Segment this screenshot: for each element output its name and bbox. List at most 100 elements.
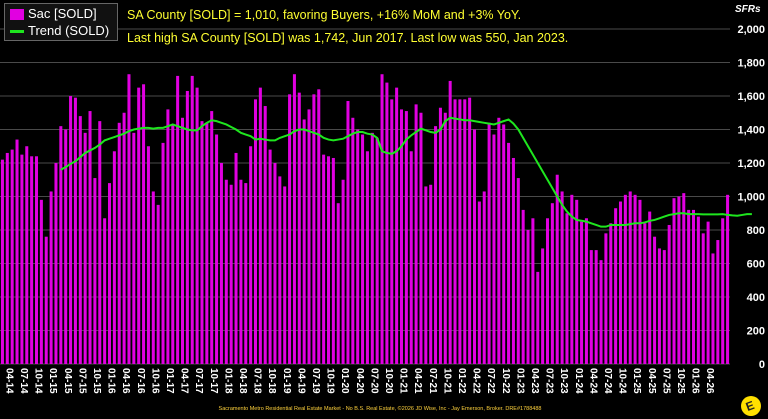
bar <box>594 250 598 364</box>
bar <box>180 117 185 364</box>
x-tick-label: 04-19 <box>295 368 306 394</box>
x-tick-label: 10-21 <box>441 368 452 394</box>
bar <box>20 154 24 365</box>
legend-label-line: Trend (SOLD) <box>28 23 110 38</box>
bar <box>98 121 102 365</box>
y-tick-label: 1,400 <box>737 125 765 137</box>
bar <box>599 260 603 364</box>
bar <box>477 201 481 364</box>
bar <box>205 122 209 364</box>
y-axis-unit: SFRs <box>735 4 761 15</box>
bar <box>146 146 150 364</box>
brand-logo-icon: E <box>741 396 761 416</box>
headline-high-low: Last high SA County [SOLD] was 1,742, Ju… <box>127 31 569 45</box>
bar <box>263 106 267 365</box>
x-tick-label: 07-22 <box>485 368 496 394</box>
bar-series <box>0 74 730 365</box>
y-tick-label: 1,200 <box>737 158 765 170</box>
x-tick-label: 01-19 <box>281 368 292 394</box>
bar <box>210 111 214 364</box>
x-tick-label: 10-16 <box>149 368 160 394</box>
y-tick-label: 0 <box>759 359 765 371</box>
legend-swatch-bar <box>10 9 24 21</box>
bar <box>10 149 14 364</box>
bar <box>482 191 486 364</box>
bar <box>672 198 676 364</box>
bar <box>132 132 136 364</box>
bar <box>614 208 618 364</box>
y-tick-label: 400 <box>747 292 765 304</box>
bar <box>565 213 569 364</box>
bar <box>726 194 730 364</box>
x-tick-label: 10-15 <box>91 368 102 394</box>
bar <box>219 163 223 364</box>
bar <box>385 82 389 364</box>
bar <box>691 209 696 364</box>
bar <box>550 203 554 364</box>
bar <box>190 75 194 365</box>
x-tick-label: 04-15 <box>62 368 73 394</box>
bar <box>463 99 467 364</box>
bar <box>453 99 457 364</box>
x-tick-label: 07-14 <box>18 368 29 394</box>
bar <box>117 122 121 364</box>
bar <box>536 271 540 365</box>
bar <box>44 236 48 364</box>
bar <box>278 176 282 364</box>
bar <box>142 84 146 364</box>
bar <box>322 154 326 365</box>
bar <box>34 156 39 364</box>
bar <box>122 112 126 364</box>
bar <box>30 156 34 364</box>
bar <box>88 111 92 364</box>
bar <box>487 122 491 364</box>
bar <box>331 157 335 364</box>
bar <box>638 199 642 364</box>
bar <box>404 111 408 364</box>
bar <box>351 117 355 364</box>
bar <box>151 191 155 364</box>
bar <box>507 142 511 364</box>
bar <box>15 139 19 364</box>
bar <box>69 96 73 364</box>
y-tick-label: 1,000 <box>737 192 765 204</box>
bar <box>283 186 287 364</box>
bar <box>657 248 661 364</box>
bar <box>249 146 253 364</box>
bar <box>0 159 4 364</box>
bar <box>307 109 311 365</box>
legend-swatch-line <box>10 30 24 34</box>
bar <box>589 250 593 364</box>
x-tick-label: 04-18 <box>237 368 248 394</box>
bar <box>200 121 204 365</box>
bar <box>424 186 428 364</box>
bar <box>73 97 77 365</box>
bar <box>390 99 394 364</box>
bar <box>667 224 671 364</box>
y-tick-label: 600 <box>747 259 765 271</box>
bar <box>580 221 584 365</box>
bar <box>706 221 710 365</box>
x-tick-label: 01-20 <box>339 368 350 394</box>
bar <box>521 209 525 364</box>
headline-summary: SA County [SOLD] = 1,010, favoring Buyer… <box>127 8 522 22</box>
bar <box>448 80 452 365</box>
bar <box>25 146 29 364</box>
bar <box>526 230 530 364</box>
bar <box>302 119 306 364</box>
x-tick-label: 10-24 <box>617 368 628 394</box>
bar <box>497 117 501 364</box>
bar <box>346 101 350 365</box>
bar <box>93 178 97 364</box>
bar <box>268 149 272 364</box>
bar <box>516 178 520 364</box>
bar <box>273 163 277 364</box>
bar <box>711 253 715 364</box>
bar <box>64 129 68 364</box>
bar <box>468 97 472 365</box>
y-tick-label: 1,800 <box>737 58 765 70</box>
bar <box>39 199 43 364</box>
bar <box>443 112 447 364</box>
x-tick-label: 01-18 <box>222 368 233 394</box>
bar <box>399 109 404 365</box>
